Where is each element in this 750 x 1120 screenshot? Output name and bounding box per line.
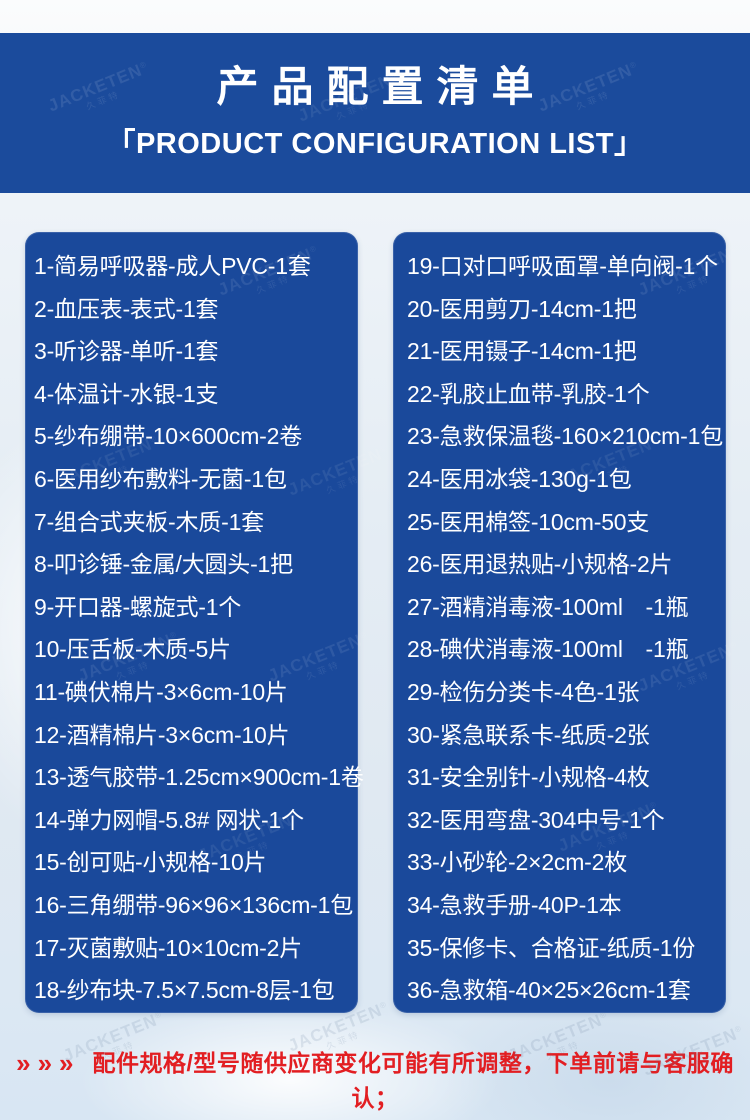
disclaimer: »»» 配件规格/型号随供应商变化可能有所调整，下单前请与客服确认； [0, 1044, 750, 1113]
list-item: 19-口对口呼吸面罩-单向阀-1个 [407, 253, 718, 279]
list-item: 14-弹力网帽-5.8# 网状-1个 [34, 806, 304, 833]
list-item: 8-叩诊锤-金属/大圆头-1把 [34, 551, 293, 578]
list-item: 11-碘伏棉片-3×6cm-10片 [34, 678, 288, 705]
list-item: 23-急救保温毯-160×210cm-1包 [407, 423, 723, 450]
list-item: 27-酒精消毒液-100ml -1瓶 [407, 593, 689, 620]
list-item: 34-急救手册-40P-1本 [407, 891, 622, 918]
list-item: 5-纱布绷带-10×600cm-2卷 [34, 423, 303, 450]
list-item: 32-医用弯盘-304中号-1个 [407, 806, 665, 833]
list-item: 36-急救箱-40×25×26cm-1套 [407, 977, 691, 1004]
list-item: 1-简易呼吸器-成人PVC-1套 [34, 253, 311, 279]
list-item: 3-听诊器-单听-1套 [34, 338, 219, 365]
list-item: 18-纱布块-7.5×7.5cm-8层-1包 [34, 977, 335, 1004]
list-item: 2-血压表-表式-1套 [34, 295, 219, 322]
disclaimer-text: 配件规格/型号随供应商变化可能有所调整，下单前请与客服确认； [92, 1050, 734, 1111]
list-item: 17-灭菌敷贴-10×10cm-2片 [34, 934, 303, 961]
list-item: 10-压舌板-木质-5片 [34, 636, 231, 663]
list-item: 28-碘伏消毒液-100ml -1瓶 [407, 636, 689, 663]
list-item: 29-检伤分类卡-4色-1张 [407, 678, 640, 705]
list-item: 15-创可贴-小规格-10片 [34, 849, 267, 876]
list-item: 31-安全别针-小规格-4枚 [407, 764, 650, 791]
left-item-list-panel: 1-简易呼吸器-成人PVC-1套 2-血压表-表式-1套 3-听诊器-单听-1套… [25, 232, 364, 1013]
header-banner: 产品配置清单 「PRODUCT CONFIGURATION LIST」 [0, 33, 750, 193]
page-subtitle: 「PRODUCT CONFIGURATION LIST」 [106, 127, 644, 160]
page-title: 产品配置清单 [216, 63, 547, 111]
list-item: 12-酒精棉片-3×6cm-10片 [34, 721, 290, 748]
list-item: 33-小砂轮-2×2cm-2枚 [407, 849, 628, 876]
list-item: 9-开口器-螺旋式-1个 [34, 593, 242, 620]
list-item: 7-组合式夹板-木质-1套 [34, 508, 264, 535]
list-item: 30-紧急联系卡-纸质-2张 [407, 721, 650, 748]
right-item-list-panel: 19-口对口呼吸面罩-单向阀-1个 20-医用剪刀-14cm-1把 21-医用镊… [393, 232, 726, 1013]
arrows-icon: »»» [16, 1048, 81, 1078]
list-item: 16-三角绷带-96×96×136cm-1包 [34, 891, 354, 918]
list-item: 22-乳胶止血带-乳胶-1个 [407, 380, 650, 407]
list-item: 6-医用纱布敷料-无菌-1包 [34, 465, 287, 492]
list-item: 25-医用棉签-10cm-50支 [407, 508, 650, 535]
list-item: 13-透气胶带-1.25cm×900cm-1卷 [34, 764, 364, 791]
list-item: 21-医用镊子-14cm-1把 [407, 338, 637, 365]
list-item: 24-医用冰袋-130g-1包 [407, 465, 632, 492]
list-item: 26-医用退热贴-小规格-2片 [407, 551, 673, 578]
list-item: 20-医用剪刀-14cm-1把 [407, 295, 637, 322]
list-item: 35-保修卡、合格证-纸质-1份 [407, 934, 696, 961]
list-item: 4-体温计-水银-1支 [34, 380, 219, 407]
